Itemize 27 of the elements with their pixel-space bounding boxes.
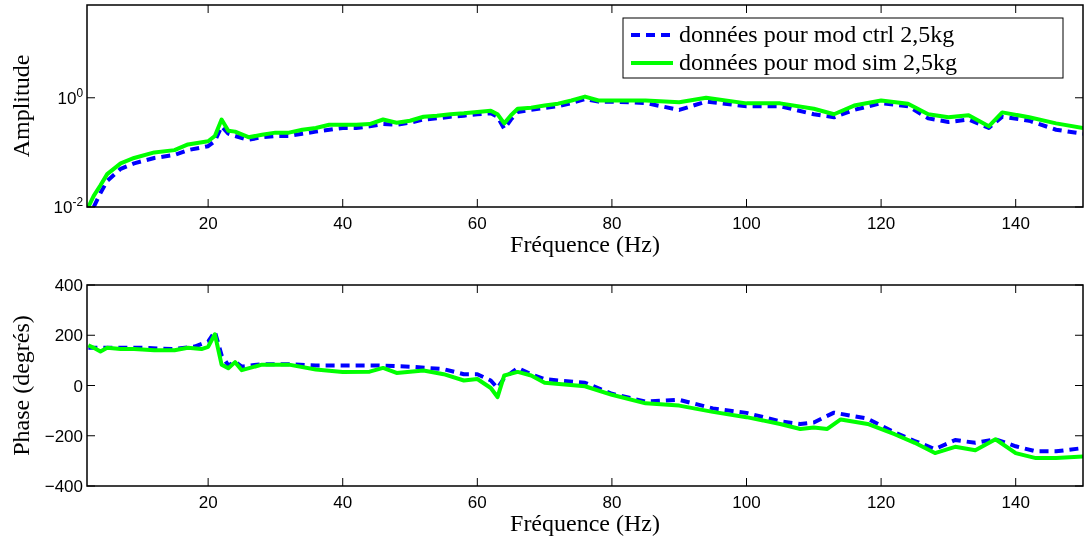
x-tick-label: 120 — [866, 214, 896, 233]
x-tick-label: 40 — [333, 493, 353, 512]
x-axis-title: Fréquence (Hz) — [510, 510, 660, 536]
x-tick-label: 20 — [198, 214, 218, 233]
y-tick-label: 10$^{-2}$ — [53, 195, 84, 217]
y-tick-label: 10$^{0}$ — [57, 85, 84, 108]
y-tick-label: 0 — [73, 376, 83, 396]
x-tick-label: 80 — [602, 214, 622, 233]
y-tick-label: −200 — [44, 426, 83, 446]
legend-label: données pour mod sim 2,5kg — [679, 49, 957, 75]
x-tick-label: 140 — [1001, 214, 1030, 233]
x-tick-label: 100 — [732, 493, 761, 512]
y-tick-label: 200 — [54, 326, 83, 346]
y-axis-title: Amplitude — [8, 54, 34, 158]
x-tick-label: 80 — [602, 493, 622, 512]
legend-label: données pour mod ctrl 2,5kg — [679, 21, 955, 47]
y-axis-title: Phase (degrés) — [8, 315, 34, 456]
x-tick-label: 60 — [467, 214, 487, 233]
x-tick-label: 120 — [866, 493, 896, 512]
x-axis-title: Fréquence (Hz) — [510, 231, 660, 257]
x-tick-label: 20 — [198, 493, 218, 512]
y-tick-label: 400 — [54, 276, 83, 295]
y-tick-label: −400 — [44, 477, 83, 496]
x-tick-label: 40 — [333, 214, 353, 233]
x-tick-label: 100 — [732, 214, 761, 233]
x-tick-label: 60 — [467, 493, 487, 512]
x-tick-label: 140 — [1001, 493, 1030, 512]
